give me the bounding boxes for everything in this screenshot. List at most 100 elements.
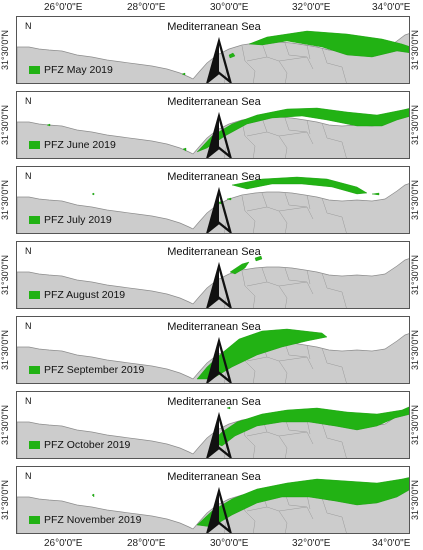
map-canvas: [17, 328, 409, 383]
lat-label-right: 31°30'0"N: [410, 104, 420, 146]
pfz-zone: [181, 72, 186, 76]
map-panel: Mediterranean Sea N PFZ September 2019: [16, 316, 410, 384]
sea-label: Mediterranean Sea: [167, 21, 261, 33]
map-canvas: [17, 477, 409, 533]
lat-label-right: 31°30'0"N: [410, 404, 420, 446]
admin-border: [246, 356, 268, 362]
legend-label: PFZ September 2019: [44, 364, 145, 376]
lon-tick-top-32: 32°0'0"E: [292, 2, 331, 13]
map-panel: Mediterranean Sea N PFZ July 2019: [16, 166, 410, 234]
admin-border: [321, 122, 347, 158]
north-arrow-icon: N: [22, 396, 232, 458]
map-panel: Mediterranean Sea N PFZ October 2019: [16, 391, 410, 459]
pfz-legend: PFZ June 2019: [29, 138, 116, 152]
north-label: N: [25, 21, 32, 31]
sea-label: Mediterranean Sea: [167, 171, 261, 183]
legend-swatch: [29, 141, 40, 149]
north-arrow-icon: N: [22, 471, 232, 533]
map-panel: Mediterranean Sea N PFZ June 2019: [16, 91, 410, 159]
legend-label: PFZ August 2019: [44, 289, 126, 301]
admin-border: [306, 119, 311, 135]
admin-border: [278, 281, 308, 287]
pfz-legend: PFZ July 2019: [29, 213, 112, 227]
lon-tick-bottom-26: 26°0'0"E: [44, 538, 83, 549]
admin-border: [284, 342, 314, 370]
admin-border: [246, 131, 268, 137]
admin-border: [241, 120, 256, 158]
legend-swatch: [29, 291, 40, 299]
sea-label: Mediterranean Sea: [167, 246, 261, 258]
lat-label-left: 31°30'0"N: [0, 254, 10, 296]
north-label: N: [25, 396, 32, 406]
legend-label: PFZ June 2019: [44, 139, 116, 151]
admin-border: [241, 45, 256, 83]
map-canvas: [17, 176, 409, 233]
lon-tick-bottom-34: 34°0'0"E: [372, 538, 411, 549]
map-canvas: [17, 107, 409, 158]
legend-label: PFZ November 2019: [44, 514, 142, 526]
pfz-zone: [231, 176, 368, 195]
sea-label: Mediterranean Sea: [167, 96, 261, 108]
admin-border: [321, 47, 347, 83]
admin-border: [321, 422, 347, 458]
admin-border: [321, 272, 347, 308]
map-panel: Mediterranean Sea N PFZ November 2019: [16, 466, 410, 534]
pfz-legend: PFZ August 2019: [29, 288, 125, 302]
pfz-zone: [371, 192, 380, 196]
legend-label: PFZ July 2019: [44, 214, 112, 226]
pfz-zone: [248, 30, 409, 58]
admin-border: [241, 195, 256, 233]
lat-label-left: 31°30'0"N: [0, 329, 10, 371]
north-label: N: [25, 96, 32, 106]
pfz-legend: PFZ May 2019: [29, 63, 113, 77]
pfz-legend: PFZ September 2019: [29, 363, 144, 377]
legend-label: PFZ October 2019: [44, 439, 131, 451]
admin-border: [278, 206, 308, 212]
admin-border: [321, 197, 347, 233]
admin-border: [246, 506, 268, 512]
admin-border: [306, 419, 311, 435]
admin-border: [306, 194, 311, 210]
legend-swatch: [29, 366, 40, 374]
admin-border: [306, 44, 311, 60]
admin-border: [284, 417, 314, 445]
map-canvas: [17, 406, 409, 458]
lat-label-left: 31°30'0"N: [0, 104, 10, 146]
map-canvas: [17, 30, 409, 83]
admin-border: [246, 56, 268, 62]
lon-tick-top-30: 30°0'0"E: [210, 2, 249, 13]
lat-label-left: 31°30'0"N: [0, 404, 10, 446]
pfz-zone: [211, 406, 409, 447]
admin-border: [284, 267, 314, 295]
admin-border: [246, 431, 268, 437]
north-arrow-icon: N: [22, 321, 232, 383]
pfz-zone: [91, 192, 95, 196]
lon-tick-top-28: 28°0'0"E: [127, 2, 166, 13]
pfz-zone: [226, 197, 232, 201]
lon-tick-top-26: 26°0'0"E: [44, 2, 83, 13]
admin-border: [278, 431, 308, 437]
north-label: N: [25, 471, 32, 481]
lat-label-right: 31°30'0"N: [410, 29, 420, 71]
north-label: N: [25, 321, 32, 331]
pfz-zone: [196, 107, 409, 153]
lon-tick-bottom-30: 30°0'0"E: [210, 538, 249, 549]
pfz-zone: [254, 255, 263, 262]
north-label: N: [25, 246, 32, 256]
pfz-zone: [196, 328, 328, 380]
pfz-legend: PFZ November 2019: [29, 513, 141, 527]
admin-border: [284, 192, 314, 220]
map-canvas: [17, 255, 409, 308]
map-panel: Mediterranean Sea N PFZ August 2019: [16, 241, 410, 309]
admin-border: [284, 42, 314, 70]
legend-swatch: [29, 216, 40, 224]
lon-tick-bottom-28: 28°0'0"E: [127, 538, 166, 549]
admin-border: [241, 270, 256, 308]
lat-label-right: 31°30'0"N: [410, 179, 420, 221]
north-arrow-icon: N: [22, 246, 232, 308]
north-arrow-icon: N: [22, 171, 232, 233]
lon-tick-bottom-32: 32°0'0"E: [292, 538, 331, 549]
legend-swatch: [29, 441, 40, 449]
pfz-zone: [229, 261, 250, 275]
